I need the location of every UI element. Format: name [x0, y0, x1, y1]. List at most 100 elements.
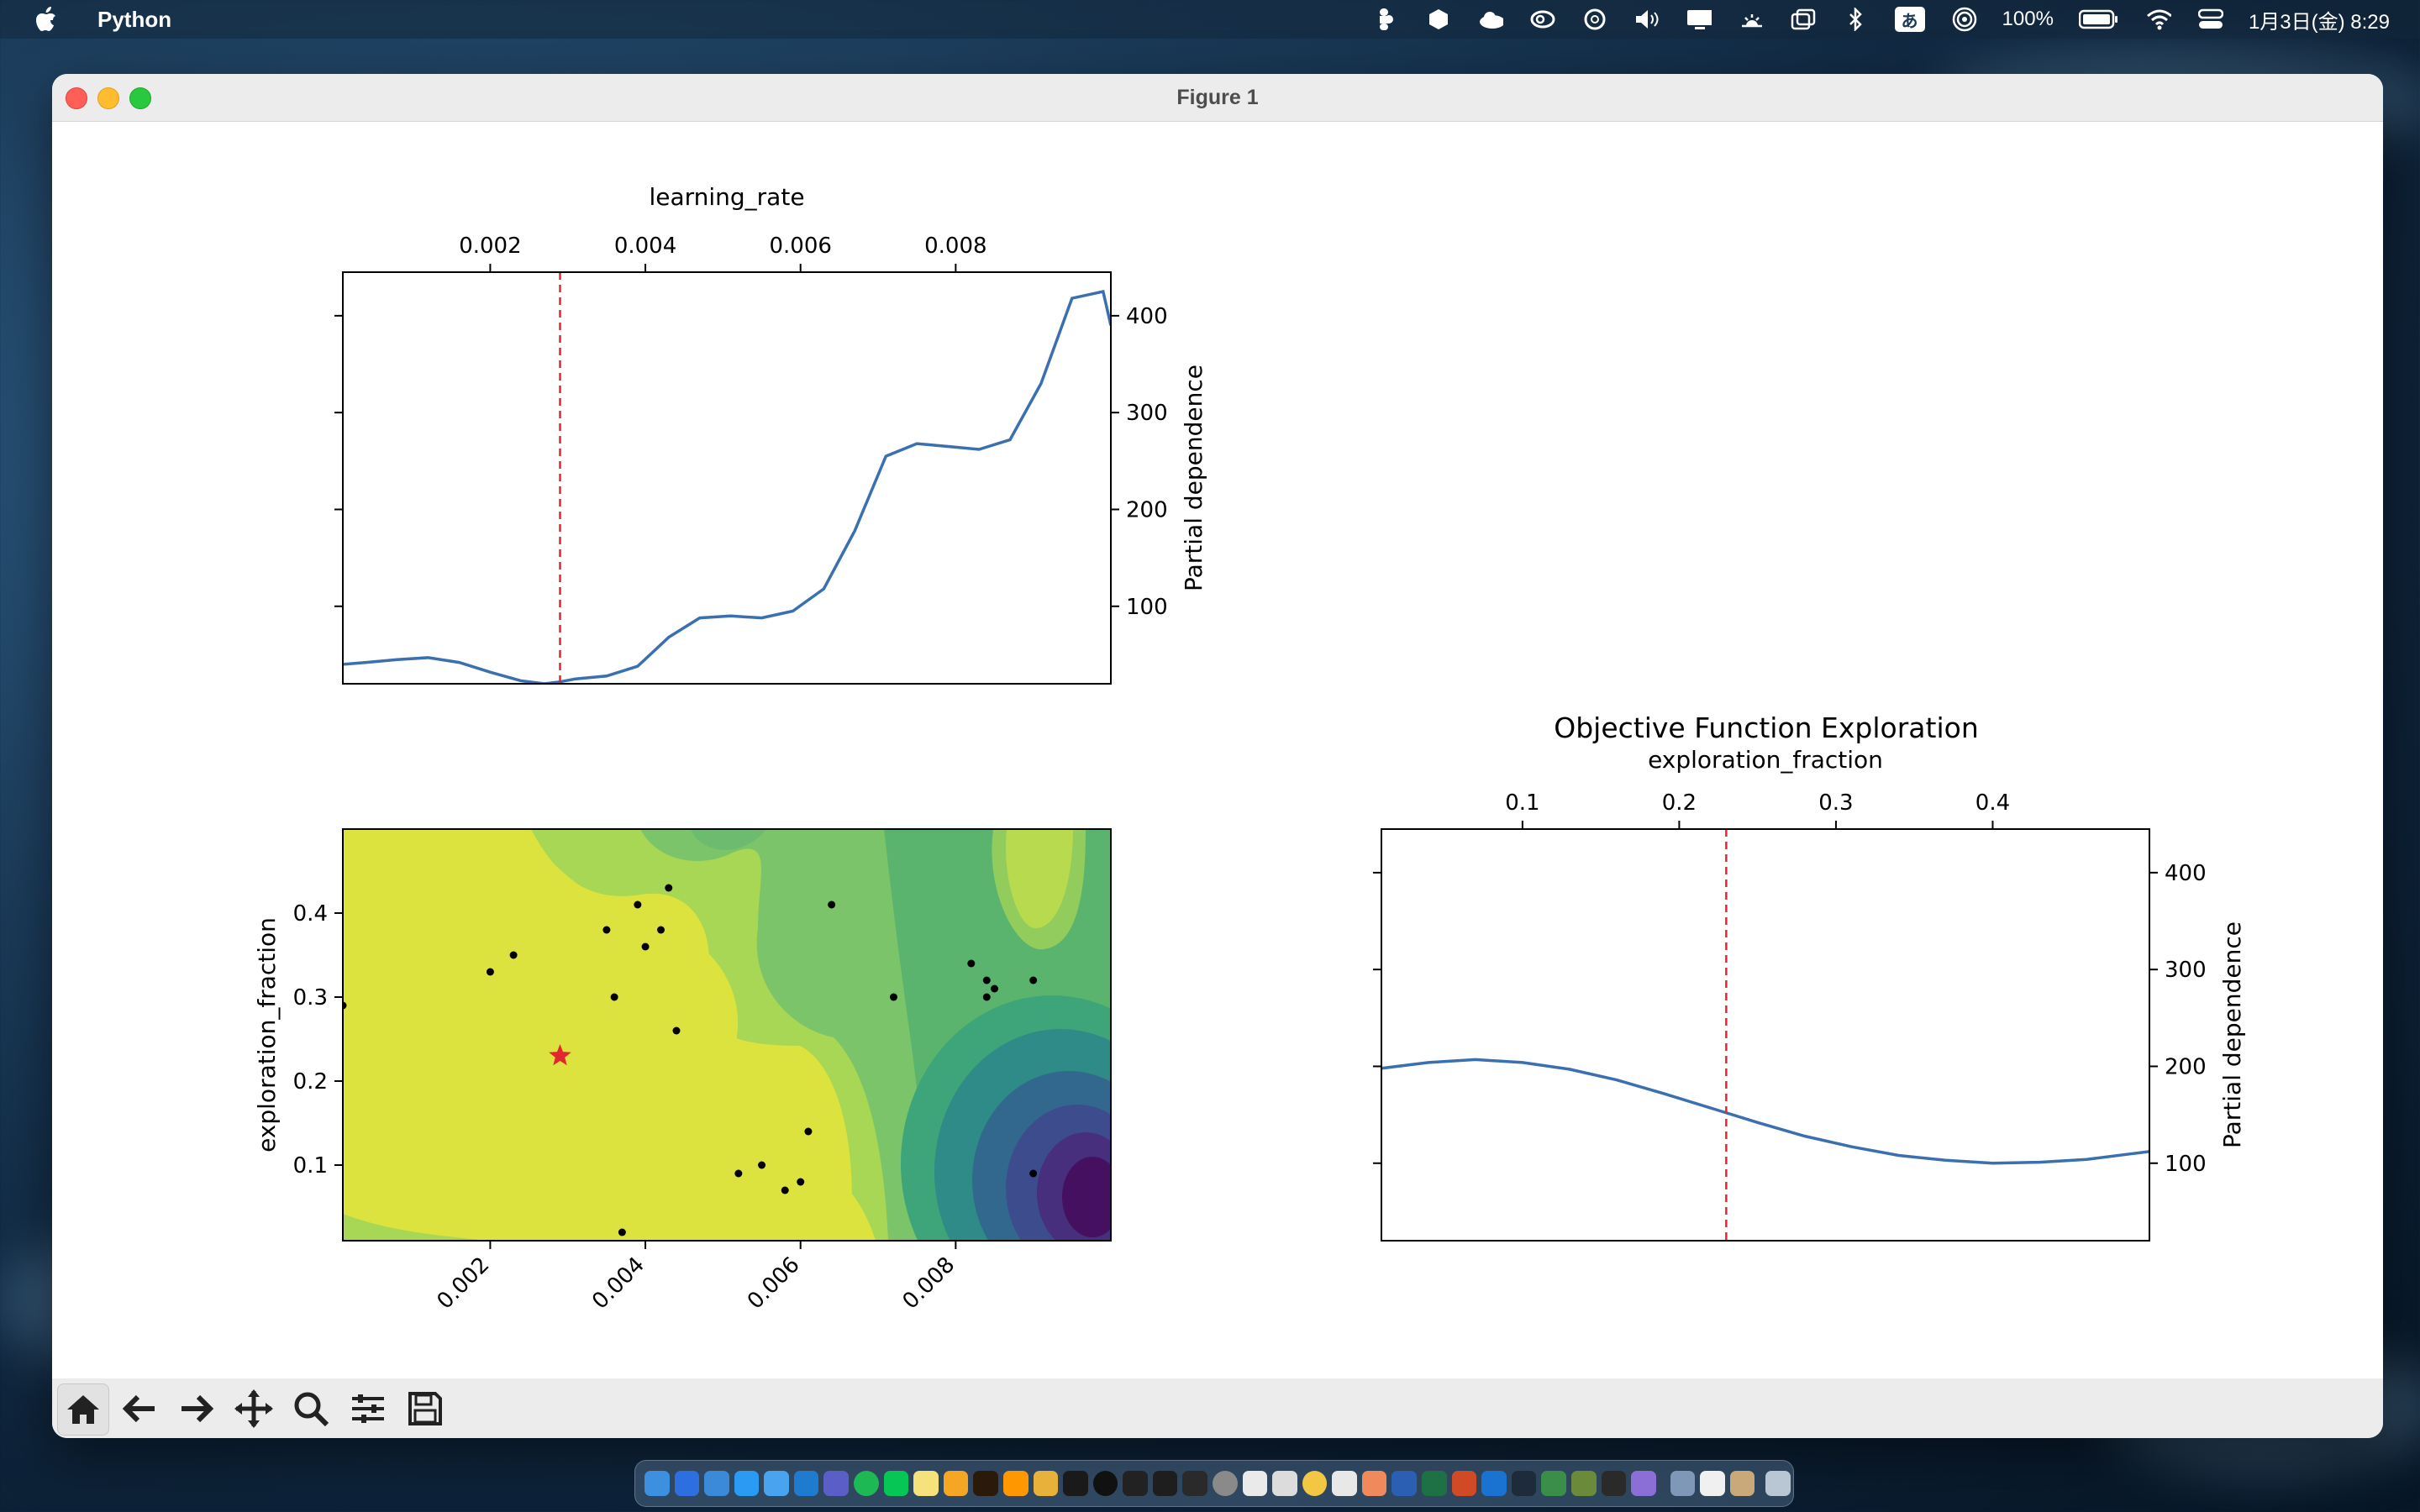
- pan-icon: [234, 1389, 273, 1428]
- notes-icon[interactable]: [704, 1471, 729, 1496]
- powerpoint-icon[interactable]: [1451, 1471, 1477, 1496]
- right-xtick-label: 0.4: [1975, 790, 2010, 816]
- zoom-button[interactable]: [286, 1383, 336, 1434]
- top-ytick-label: 100: [1126, 595, 1168, 620]
- right-ytick-label: 400: [2165, 861, 2207, 886]
- configure-subplots-button[interactable]: [343, 1383, 393, 1434]
- trash-icon[interactable]: [1765, 1471, 1791, 1496]
- outlook-icon[interactable]: [1481, 1471, 1507, 1496]
- launchpad-icon[interactable]: [1631, 1471, 1656, 1496]
- pages-icon[interactable]: [943, 1471, 969, 1496]
- slack-icon[interactable]: [1332, 1471, 1357, 1496]
- butterfly-icon[interactable]: [1033, 1471, 1059, 1496]
- sample-point: [804, 1127, 813, 1136]
- textedit-icon[interactable]: [1700, 1471, 1725, 1496]
- ime-icon[interactable]: あ: [1894, 7, 1925, 32]
- creative-cloud-icon[interactable]: [1530, 7, 1555, 32]
- sample-point: [1029, 976, 1038, 984]
- right-ytick-label: 100: [2165, 1152, 2207, 1177]
- sample-point: [486, 968, 494, 976]
- sublime-icon[interactable]: [1002, 1471, 1028, 1496]
- top-ytick-label: 300: [1126, 401, 1168, 426]
- zoom-window-button[interactable]: [129, 87, 151, 109]
- pan-button[interactable]: [229, 1383, 279, 1434]
- menubar-clock[interactable]: 1月3日(金) 8:29: [2248, 10, 2390, 34]
- word-icon[interactable]: [1392, 1471, 1418, 1496]
- dropbox-dock-icon[interactable]: [1511, 1471, 1537, 1496]
- cloud-icon[interactable]: [1478, 7, 1503, 32]
- figure-window: Figure 1 0.002 0.004 0.006 0.008 100 200 300 40…: [52, 74, 2383, 1438]
- airdrop-icon[interactable]: [1952, 7, 1977, 32]
- chatgpt-icon[interactable]: [1582, 7, 1607, 32]
- save-button[interactable]: [400, 1383, 450, 1434]
- forward-arrow-icon: [182, 1394, 214, 1423]
- figma-icon[interactable]: [1374, 7, 1399, 32]
- vscode-icon[interactable]: [793, 1471, 819, 1496]
- close-button[interactable]: [66, 87, 87, 109]
- bluetooth-icon[interactable]: [1843, 7, 1868, 32]
- terminal-icon[interactable]: [1123, 1471, 1148, 1496]
- figure-canvas[interactable]: 0.002 0.004 0.006 0.008 100 200 300 400 learnin…: [52, 122, 2383, 1425]
- illustrator-icon[interactable]: [973, 1471, 998, 1496]
- forward-button[interactable]: [171, 1383, 222, 1434]
- contour-ytick-label: 0.2: [293, 1069, 328, 1095]
- figma-dock-icon[interactable]: [1152, 1471, 1178, 1496]
- screenshot-icon[interactable]: [1670, 1471, 1696, 1496]
- control-center-icon[interactable]: [2197, 7, 2223, 32]
- volume-icon[interactable]: [1634, 7, 1660, 32]
- zoom-app-icon[interactable]: [674, 1471, 700, 1496]
- notes-yellow-icon[interactable]: [913, 1471, 939, 1496]
- minimize-button[interactable]: [97, 87, 119, 109]
- figure-title: Objective Function Exploration: [1554, 711, 1979, 744]
- excel-icon[interactable]: [1422, 1471, 1447, 1496]
- contour-plot-ylabel: exploration_fraction: [253, 917, 281, 1152]
- settings-icon[interactable]: [1212, 1471, 1238, 1496]
- top-xtick-label: 0.006: [769, 234, 831, 259]
- sample-point: [343, 1001, 347, 1010]
- battery-icon[interactable]: [2078, 7, 2119, 32]
- sample-point: [982, 993, 991, 1001]
- app-store-icon[interactable]: [734, 1471, 760, 1496]
- top-plot-ylabel: Partial dependence: [1180, 365, 1207, 591]
- brightness-icon[interactable]: [1739, 7, 1764, 32]
- ime-label: あ: [1901, 12, 1918, 31]
- right-plot-xlabel: exploration_fraction: [1648, 746, 1883, 774]
- top-xtick-label: 0.008: [924, 234, 986, 259]
- home-button[interactable]: [57, 1383, 109, 1436]
- archive-icon[interactable]: [1570, 1471, 1597, 1496]
- dropbox-icon[interactable]: [1426, 7, 1451, 32]
- sample-point: [781, 1186, 789, 1194]
- mail-icon[interactable]: [764, 1471, 789, 1496]
- line-icon[interactable]: [883, 1471, 909, 1496]
- contour-plot-frame: [342, 828, 1112, 1242]
- preview-icon[interactable]: [1272, 1471, 1297, 1496]
- window-icon[interactable]: [1791, 7, 1816, 32]
- finder-icon[interactable]: [644, 1471, 670, 1496]
- matplotlib-toolbar: [52, 1378, 2383, 1438]
- netflix-icon[interactable]: [1063, 1471, 1088, 1496]
- back-button[interactable]: [114, 1383, 165, 1434]
- teams-icon[interactable]: [823, 1471, 850, 1496]
- display-icon[interactable]: [1686, 7, 1712, 32]
- sample-point: [634, 900, 642, 909]
- battery-percent: 100%: [2002, 8, 2054, 30]
- chatgpt-dock-icon[interactable]: [1242, 1471, 1268, 1496]
- apple-menu-icon[interactable]: [35, 7, 57, 32]
- contour-xtick-label: 0.006: [743, 1252, 805, 1315]
- activity-monitor-icon[interactable]: [1182, 1471, 1207, 1496]
- top-plot-xlabel: learning_rate: [649, 183, 804, 211]
- wifi-icon[interactable]: [2146, 7, 2171, 32]
- android-studio-icon[interactable]: [1541, 1471, 1566, 1496]
- sample-point: [734, 1169, 743, 1178]
- github-icon[interactable]: [1092, 1471, 1118, 1496]
- configure-subplots-icon: [352, 1394, 384, 1423]
- sample-point: [889, 993, 897, 1001]
- chrome-icon[interactable]: [1302, 1471, 1328, 1496]
- spotify-icon[interactable]: [854, 1471, 879, 1496]
- app-name-menu[interactable]: Python: [97, 6, 172, 32]
- sample-point: [991, 984, 999, 993]
- x-icon[interactable]: [1601, 1471, 1627, 1496]
- utility-icon[interactable]: [1729, 1471, 1755, 1496]
- photos-icon[interactable]: [1361, 1471, 1387, 1496]
- window-titlebar[interactable]: Figure 1: [52, 74, 2383, 122]
